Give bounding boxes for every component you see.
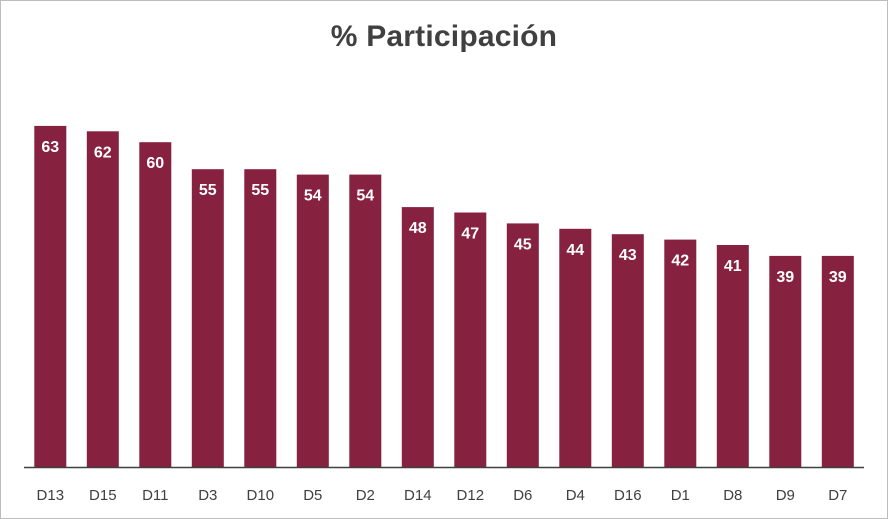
x-tick-label-D9: D9 bbox=[776, 487, 795, 504]
bar-D1 bbox=[664, 239, 697, 467]
bar-D13 bbox=[34, 125, 67, 468]
x-tick-label-D5: D5 bbox=[303, 487, 322, 504]
data-label-D9: 39 bbox=[776, 269, 794, 286]
x-tick-label-D12: D12 bbox=[457, 487, 485, 504]
data-label-D16: 43 bbox=[619, 247, 637, 264]
data-label-D11: 60 bbox=[146, 155, 164, 172]
bar-D11 bbox=[139, 142, 172, 467]
bar-D6 bbox=[506, 223, 539, 467]
x-tick-label-D14: D14 bbox=[404, 487, 432, 504]
x-tick-label-D4: D4 bbox=[566, 487, 585, 504]
x-tick-label-D7: D7 bbox=[828, 487, 847, 504]
bar-D15 bbox=[86, 131, 119, 468]
bar-D7 bbox=[821, 255, 854, 467]
data-label-D12: 47 bbox=[461, 226, 479, 243]
data-label-D14: 48 bbox=[409, 220, 427, 237]
data-label-D1: 42 bbox=[671, 253, 689, 270]
bar-D8 bbox=[716, 245, 749, 467]
bar-D3 bbox=[191, 169, 224, 467]
x-tick-label-D13: D13 bbox=[37, 487, 65, 504]
x-tick-label-D3: D3 bbox=[198, 487, 217, 504]
chart-title: % Participación bbox=[330, 20, 558, 53]
bar-D16 bbox=[611, 234, 644, 467]
data-label-D7: 39 bbox=[829, 269, 847, 286]
x-tick-label-D10: D10 bbox=[247, 487, 275, 504]
bar-D10 bbox=[244, 169, 277, 467]
x-tick-label-D1: D1 bbox=[671, 487, 690, 504]
data-label-D10: 55 bbox=[251, 182, 269, 199]
bar-D2 bbox=[349, 174, 382, 467]
x-tick-label-D2: D2 bbox=[356, 487, 375, 504]
x-tick-label-D6: D6 bbox=[513, 487, 532, 504]
x-tick-label-D15: D15 bbox=[89, 487, 117, 504]
data-label-D4: 44 bbox=[566, 242, 584, 259]
data-label-D3: 55 bbox=[199, 182, 217, 199]
bar-D5 bbox=[296, 174, 329, 467]
x-tick-label-D11: D11 bbox=[142, 487, 168, 504]
bar-D4 bbox=[559, 228, 592, 467]
data-label-D8: 41 bbox=[724, 258, 742, 275]
x-tick-label-D16: D16 bbox=[614, 487, 642, 504]
data-label-D2: 54 bbox=[356, 188, 374, 205]
bar-D14 bbox=[401, 207, 434, 467]
bar-D9 bbox=[769, 255, 802, 467]
data-label-D15: 62 bbox=[94, 144, 112, 161]
data-label-D6: 45 bbox=[514, 236, 532, 253]
data-label-D5: 54 bbox=[304, 188, 322, 205]
data-label-D13: 63 bbox=[41, 139, 59, 156]
x-tick-label-D8: D8 bbox=[723, 487, 742, 504]
bar-D12 bbox=[454, 212, 487, 467]
